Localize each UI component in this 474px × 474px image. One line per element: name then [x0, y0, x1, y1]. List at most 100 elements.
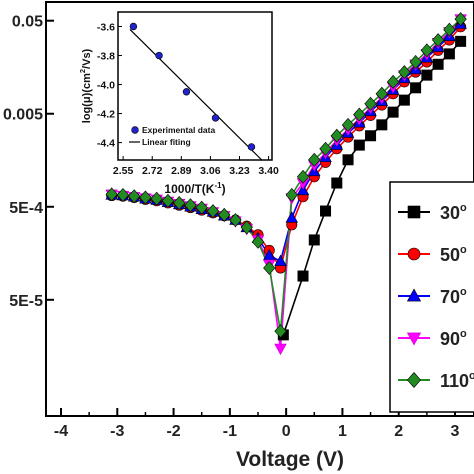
data-point-110 [409, 55, 422, 69]
data-point-30 [365, 130, 377, 142]
data-point-30 [376, 119, 388, 131]
data-point-30 [432, 58, 444, 70]
x-tick-label: -1 [223, 423, 237, 440]
data-point-110 [229, 213, 242, 227]
data-point-30 [387, 106, 399, 118]
inset-y-tick-label: -4.0 [97, 80, 115, 92]
legend-degree-30: o [460, 202, 467, 214]
data-point-110 [341, 117, 355, 132]
inset-frame [117, 11, 273, 161]
inset-x-tick-label: 2.89 [171, 165, 192, 177]
data-point-110 [296, 169, 310, 184]
inset-y-tick-label: -4.4 [97, 138, 115, 150]
inset-data-point [129, 22, 138, 31]
x-tick-label: -4 [54, 423, 68, 440]
data-point-110 [398, 65, 411, 80]
legend-marker-50 [407, 247, 421, 261]
data-point-110 [386, 74, 400, 89]
y-tick-label: 0.005 [3, 107, 43, 124]
inset-x-tick-label: 2.55 [113, 165, 134, 177]
inset-x-title-close: ) [222, 182, 226, 196]
legend-marker-110 [407, 372, 421, 388]
x-tick-label: -3 [110, 423, 124, 440]
inset-y-tick-label: -4.2 [97, 109, 115, 121]
inset-y-title-tail: /Vs) [81, 48, 93, 69]
data-point-110 [161, 193, 175, 208]
data-point-110 [218, 207, 231, 222]
inset-x-axis-title: 1000/T(K-1) [164, 181, 225, 196]
data-point-30 [320, 205, 332, 217]
x-tick-label: 0 [282, 423, 291, 440]
data-point-30 [342, 154, 354, 166]
main-plot-frame [45, 1, 474, 417]
inset-legend: Experimental data Linear fiting [129, 125, 215, 147]
inset-data-point [155, 51, 163, 60]
inset-data-point [211, 114, 220, 122]
data-point-110 [375, 86, 388, 101]
inset-legend-marker-experimental [131, 126, 139, 134]
y-tick-label: 0.05 [12, 14, 43, 31]
data-point-30 [353, 139, 365, 151]
data-point-110 [263, 260, 276, 275]
data-point-110 [173, 195, 186, 210]
data-point-110 [364, 96, 377, 111]
data-point-110 [274, 324, 287, 339]
data-point-110 [330, 128, 343, 143]
main-data-points [105, 12, 467, 356]
inset-y-title-main: log(μ)(cm [81, 73, 93, 123]
legend-marker-30 [407, 205, 421, 219]
data-point-110 [353, 107, 366, 122]
inset-y-title-sup: 2 [78, 69, 87, 73]
data-point-30 [297, 270, 309, 282]
inset-fit-line [129, 28, 263, 161]
data-point-30 [331, 177, 343, 189]
data-point-70 [285, 211, 298, 223]
data-point-110 [443, 22, 456, 37]
data-point-110 [139, 190, 152, 205]
legend-degree-90: o [460, 328, 467, 340]
legend-label-110: 110o [440, 370, 474, 391]
legend-marker-90 [406, 332, 422, 346]
inset-axis-ticks: 2.55 2.72 2.89 3.06 3.23 3.40 -3.6 -3.8 -4.0 -4.2… [97, 22, 279, 177]
data-point-110 [150, 191, 163, 206]
inset-data [129, 22, 263, 161]
data-point-110 [240, 220, 253, 235]
y-tick-label: 5E-5 [9, 293, 43, 310]
legend-degree-50: o [460, 244, 467, 256]
x-tick-label: -2 [166, 423, 180, 440]
inset-x-tick-label: 3.23 [229, 165, 250, 177]
data-point-110 [308, 152, 321, 167]
data-point-110 [116, 187, 130, 202]
legend-degree-110: o [469, 370, 474, 382]
data-point-70 [274, 254, 287, 266]
data-point-110 [105, 187, 118, 202]
data-point-30 [410, 82, 422, 94]
x-tick-label: 3 [451, 423, 460, 440]
inset-data-point [247, 143, 256, 151]
data-point-110 [454, 12, 467, 27]
data-point-110 [195, 200, 208, 215]
x-axis-title: Voltage (V) [236, 448, 344, 471]
inset-y-tick-label: -3.8 [97, 51, 115, 63]
x-tick-label: 2 [394, 423, 403, 440]
data-point-110 [431, 33, 445, 47]
data-point-110 [128, 189, 141, 204]
inset-y-tick-label: -3.6 [97, 22, 115, 34]
inset-y-axis-title: log(μ)(cm2/Vs) [78, 48, 93, 123]
inset-chart: 2.55 2.72 2.89 3.06 3.23 3.40 -3.6 -3.8 -4.0 -4.2… [78, 11, 279, 196]
x-tick-label: 1 [338, 423, 347, 440]
inset-x-title-main: 1000/T(K [164, 182, 214, 196]
data-point-90 [274, 343, 287, 356]
data-point-110 [184, 198, 197, 213]
data-point-110 [285, 187, 298, 202]
data-point-110 [420, 43, 433, 58]
data-point-110 [206, 204, 220, 218]
main-axis-ticks: -4 -3 -2 -1 0 1 2 3 0.05 0.005 5E-4 5E-5 [3, 14, 460, 440]
data-point-30 [398, 94, 410, 106]
inset-x-title-sup: -1 [214, 181, 222, 190]
legend-degree-70: o [460, 286, 467, 298]
legend-marker-70 [406, 288, 422, 302]
data-point-30 [421, 69, 433, 81]
